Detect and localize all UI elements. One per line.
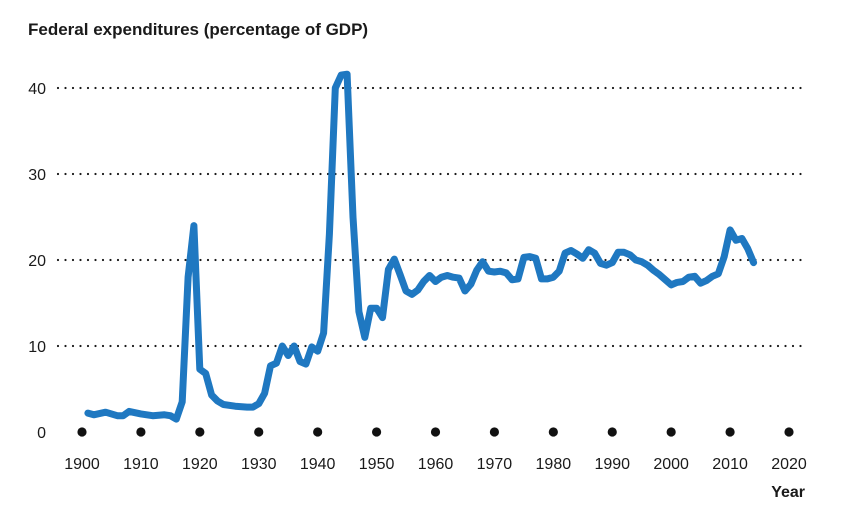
x-axis-dot <box>725 427 735 437</box>
x-axis-dot <box>607 427 617 437</box>
x-axis-ticks: 1900 1910 1920 1930 1940 1950 1960 1970 1980 1990… <box>64 427 807 473</box>
x-axis-dot <box>371 427 382 437</box>
x-tick-label: 2020 <box>771 456 807 473</box>
x-axis-dot <box>195 427 205 437</box>
x-axis-dot <box>666 427 676 437</box>
x-tick-label: 1990 <box>594 456 630 473</box>
y-tick-label: 0 <box>37 425 46 442</box>
x-axis-dot <box>430 427 441 437</box>
x-axis-dot <box>254 427 264 437</box>
x-axis-dot <box>548 427 558 437</box>
chart-title: Federal expenditures (percentage of GDP) <box>28 20 368 39</box>
x-tick-label: 1900 <box>64 456 100 473</box>
x-axis-dot <box>784 427 794 437</box>
x-tick-label: 1950 <box>359 456 395 473</box>
x-tick-label: 1960 <box>418 456 454 473</box>
x-tick-label: 1910 <box>123 456 159 473</box>
x-tick-label: 1940 <box>300 456 336 473</box>
y-tick-label: 20 <box>28 253 46 270</box>
x-axis-label: Year <box>771 484 805 501</box>
gridlines <box>56 86 810 348</box>
y-tick-label: 10 <box>28 339 46 356</box>
x-tick-label: 1930 <box>241 456 277 473</box>
x-tick-label: 2000 <box>653 456 689 473</box>
series-layer <box>84 70 758 423</box>
x-tick-label: 1980 <box>536 456 572 473</box>
x-axis-dot <box>313 427 323 437</box>
series-line-0 <box>84 70 758 423</box>
y-tick-label: 40 <box>28 81 46 98</box>
x-axis-dot <box>77 427 87 437</box>
x-axis-dot <box>489 427 500 437</box>
y-tick-label: 30 <box>28 167 46 184</box>
x-tick-label: 1920 <box>182 456 218 473</box>
x-axis-dot <box>136 427 146 437</box>
x-tick-label: 2010 <box>712 456 748 473</box>
x-tick-label: 1970 <box>477 456 513 473</box>
y-axis-ticks: 0 10 20 30 40 <box>28 81 46 442</box>
